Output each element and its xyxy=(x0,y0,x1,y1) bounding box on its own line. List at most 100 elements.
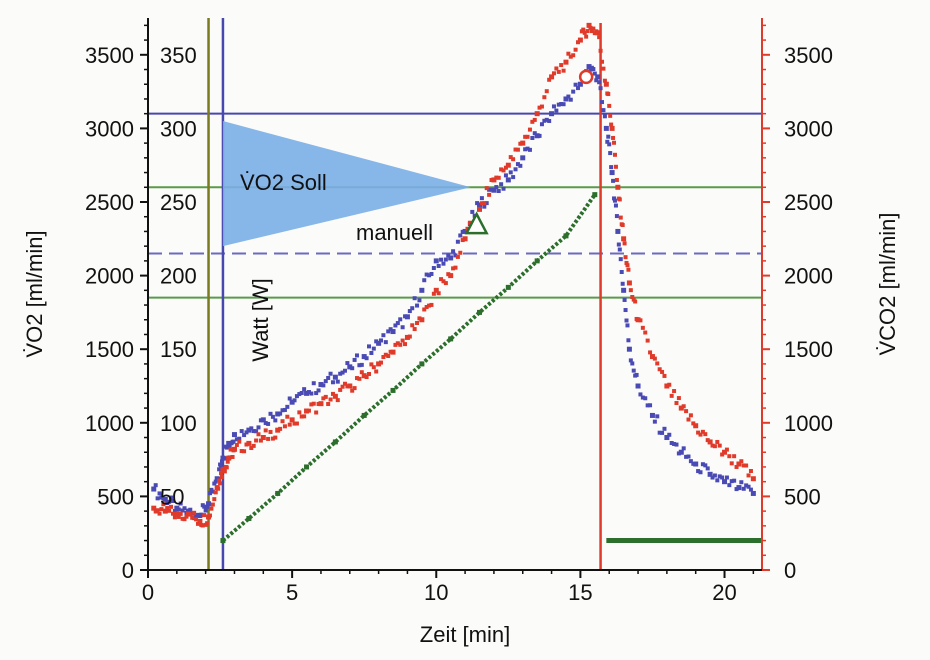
breath-vco2 xyxy=(178,511,183,516)
breath-vco2 xyxy=(167,508,172,513)
breath-vco2 xyxy=(169,504,174,509)
breath-vco2 xyxy=(539,104,544,109)
point-vo2 xyxy=(347,364,353,370)
series-V̇CO2 xyxy=(151,22,756,528)
point-vco2 xyxy=(586,22,592,28)
breath-vco2 xyxy=(192,510,197,515)
breath-vo2 xyxy=(614,214,619,219)
point-vco2 xyxy=(376,361,382,367)
breath-vco2 xyxy=(608,113,613,118)
breath-vco2 xyxy=(732,454,737,459)
point-vco2 xyxy=(626,280,632,286)
breath-vo2 xyxy=(345,361,350,366)
breath-vco2 xyxy=(626,267,631,272)
breath-vo2 xyxy=(648,403,653,408)
point-vo2 xyxy=(615,228,621,234)
breath-vo2 xyxy=(601,108,606,113)
breath-vco2 xyxy=(342,381,347,386)
y-left-tick-label: 1500 xyxy=(85,337,134,362)
breath-vco2 xyxy=(219,475,224,480)
breath-vco2 xyxy=(686,417,691,422)
breath-vo2 xyxy=(431,266,436,271)
point-vco2 xyxy=(635,317,641,323)
breath-vco2 xyxy=(202,513,207,518)
breath-vo2 xyxy=(631,368,636,373)
breath-vco2 xyxy=(600,59,605,64)
breath-vco2 xyxy=(393,342,398,347)
breath-vo2 xyxy=(503,173,508,178)
breath-vo2 xyxy=(667,432,672,437)
breath-vco2 xyxy=(584,34,589,39)
breath-vo2 xyxy=(205,504,210,509)
point-vco2 xyxy=(722,449,728,455)
breath-vo2 xyxy=(547,118,552,123)
breath-vo2 xyxy=(417,298,422,303)
y-right-tick-label: 3500 xyxy=(784,43,833,68)
x-tick-label: 0 xyxy=(142,580,154,605)
breath-vco2 xyxy=(379,360,384,365)
breath-vco2 xyxy=(287,422,292,427)
breath-vo2 xyxy=(539,122,544,127)
breath-vco2 xyxy=(511,157,516,162)
breath-vo2 xyxy=(729,479,734,484)
breath-vco2 xyxy=(266,436,271,441)
breath-vco2 xyxy=(739,459,744,464)
breath-vco2 xyxy=(218,481,223,486)
point-vco2 xyxy=(404,334,410,340)
breath-vo2 xyxy=(710,475,715,480)
breath-vo2 xyxy=(393,323,398,328)
breath-vo2 xyxy=(251,429,256,434)
breath-vco2 xyxy=(436,291,441,296)
breath-vo2 xyxy=(292,398,297,403)
breath-vo2 xyxy=(153,483,158,488)
breath-vco2 xyxy=(157,511,162,516)
breath-vco2 xyxy=(589,29,594,34)
point-vo2 xyxy=(376,340,382,346)
breath-vo2 xyxy=(515,162,520,167)
point-vco2 xyxy=(750,476,756,482)
y-left-tick-label: 3500 xyxy=(85,43,134,68)
point-vco2 xyxy=(707,439,713,445)
breath-vo2 xyxy=(660,430,665,435)
breath-vco2 xyxy=(609,122,614,127)
breath-vo2 xyxy=(511,175,516,180)
breath-vco2 xyxy=(207,513,212,518)
breath-vo2 xyxy=(398,317,403,322)
breath-vo2 xyxy=(278,411,283,416)
point-vo2 xyxy=(361,354,367,360)
breath-vco2 xyxy=(374,369,379,374)
breath-vco2 xyxy=(210,502,215,507)
breath-vco2 xyxy=(176,514,181,519)
breath-vo2 xyxy=(371,346,376,351)
y-left-tick-label: 2500 xyxy=(85,190,134,215)
breath-vo2 xyxy=(352,357,357,362)
breath-vco2 xyxy=(439,277,444,282)
breath-vo2 xyxy=(359,362,364,367)
breath-vo2 xyxy=(299,390,304,395)
point-vo2 xyxy=(448,255,454,261)
breath-vco2 xyxy=(386,354,391,359)
breath-vo2 xyxy=(415,303,420,308)
breath-vo2 xyxy=(681,446,686,451)
breath-vo2 xyxy=(455,239,460,244)
breath-vco2 xyxy=(554,66,559,71)
breath-vo2 xyxy=(482,204,487,209)
breath-vo2 xyxy=(616,242,621,247)
breath-vo2 xyxy=(309,391,314,396)
breath-vo2 xyxy=(484,201,489,206)
breath-vo2 xyxy=(605,139,610,144)
breath-vco2 xyxy=(638,318,643,323)
watt-tick-label: 300 xyxy=(160,116,197,141)
breath-vco2 xyxy=(482,201,487,206)
point-watt xyxy=(563,233,569,239)
breath-vco2 xyxy=(251,443,256,448)
breath-vo2 xyxy=(357,363,362,368)
breath-vco2 xyxy=(306,408,311,413)
point-vco2 xyxy=(433,287,439,293)
breath-vo2 xyxy=(254,429,259,434)
breath-vco2 xyxy=(479,201,484,206)
point-vco2 xyxy=(174,511,180,517)
peak-circle-marker xyxy=(578,69,594,85)
breath-vco2 xyxy=(467,220,472,225)
breath-vo2 xyxy=(698,470,703,475)
